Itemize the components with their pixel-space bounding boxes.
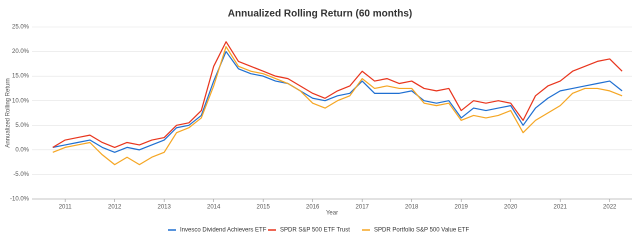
x-tick-label: 2016 [306, 205, 320, 211]
y-axis-label: Annualized Rolling Return [6, 78, 12, 147]
legend-label: SPDR S&P 500 ETF Trust [280, 228, 350, 234]
x-tick-label: 2013 [157, 205, 171, 211]
y-tick-label: 5.0% [15, 123, 29, 129]
x-tick-label: 2022 [603, 205, 617, 211]
series-line [52, 46, 623, 166]
y-tick-label: 10.0% [12, 98, 30, 104]
x-tick-label: 2019 [455, 205, 469, 211]
legend-label: Invesco Dividend Achievers ETF [180, 228, 267, 234]
y-tick-label: -5.0% [13, 172, 29, 178]
x-tick-label: 2021 [554, 205, 568, 211]
y-tick-label: 15.0% [12, 74, 30, 80]
y-tick-label: 0.0% [15, 147, 29, 153]
x-tick-label: 2017 [356, 205, 370, 211]
x-tick-label: 2020 [504, 205, 518, 211]
legend-label: SPDR Portfolio S&P 500 Value ETF [374, 228, 469, 234]
series-line [52, 41, 623, 148]
y-tick-label: -10.0% [10, 197, 30, 203]
series-line [52, 50, 623, 153]
x-axis-label: Year [326, 211, 338, 217]
y-tick-label: 25.0% [12, 25, 30, 31]
x-tick-label: 2015 [257, 205, 271, 211]
chart-title: Annualized Rolling Return (60 months) [228, 9, 412, 20]
x-tick-label: 2018 [405, 205, 419, 211]
x-tick-label: 2012 [108, 205, 122, 211]
y-tick-label: 20.0% [12, 49, 30, 55]
x-tick-label: 2014 [207, 205, 221, 211]
x-tick-label: 2011 [59, 205, 73, 211]
